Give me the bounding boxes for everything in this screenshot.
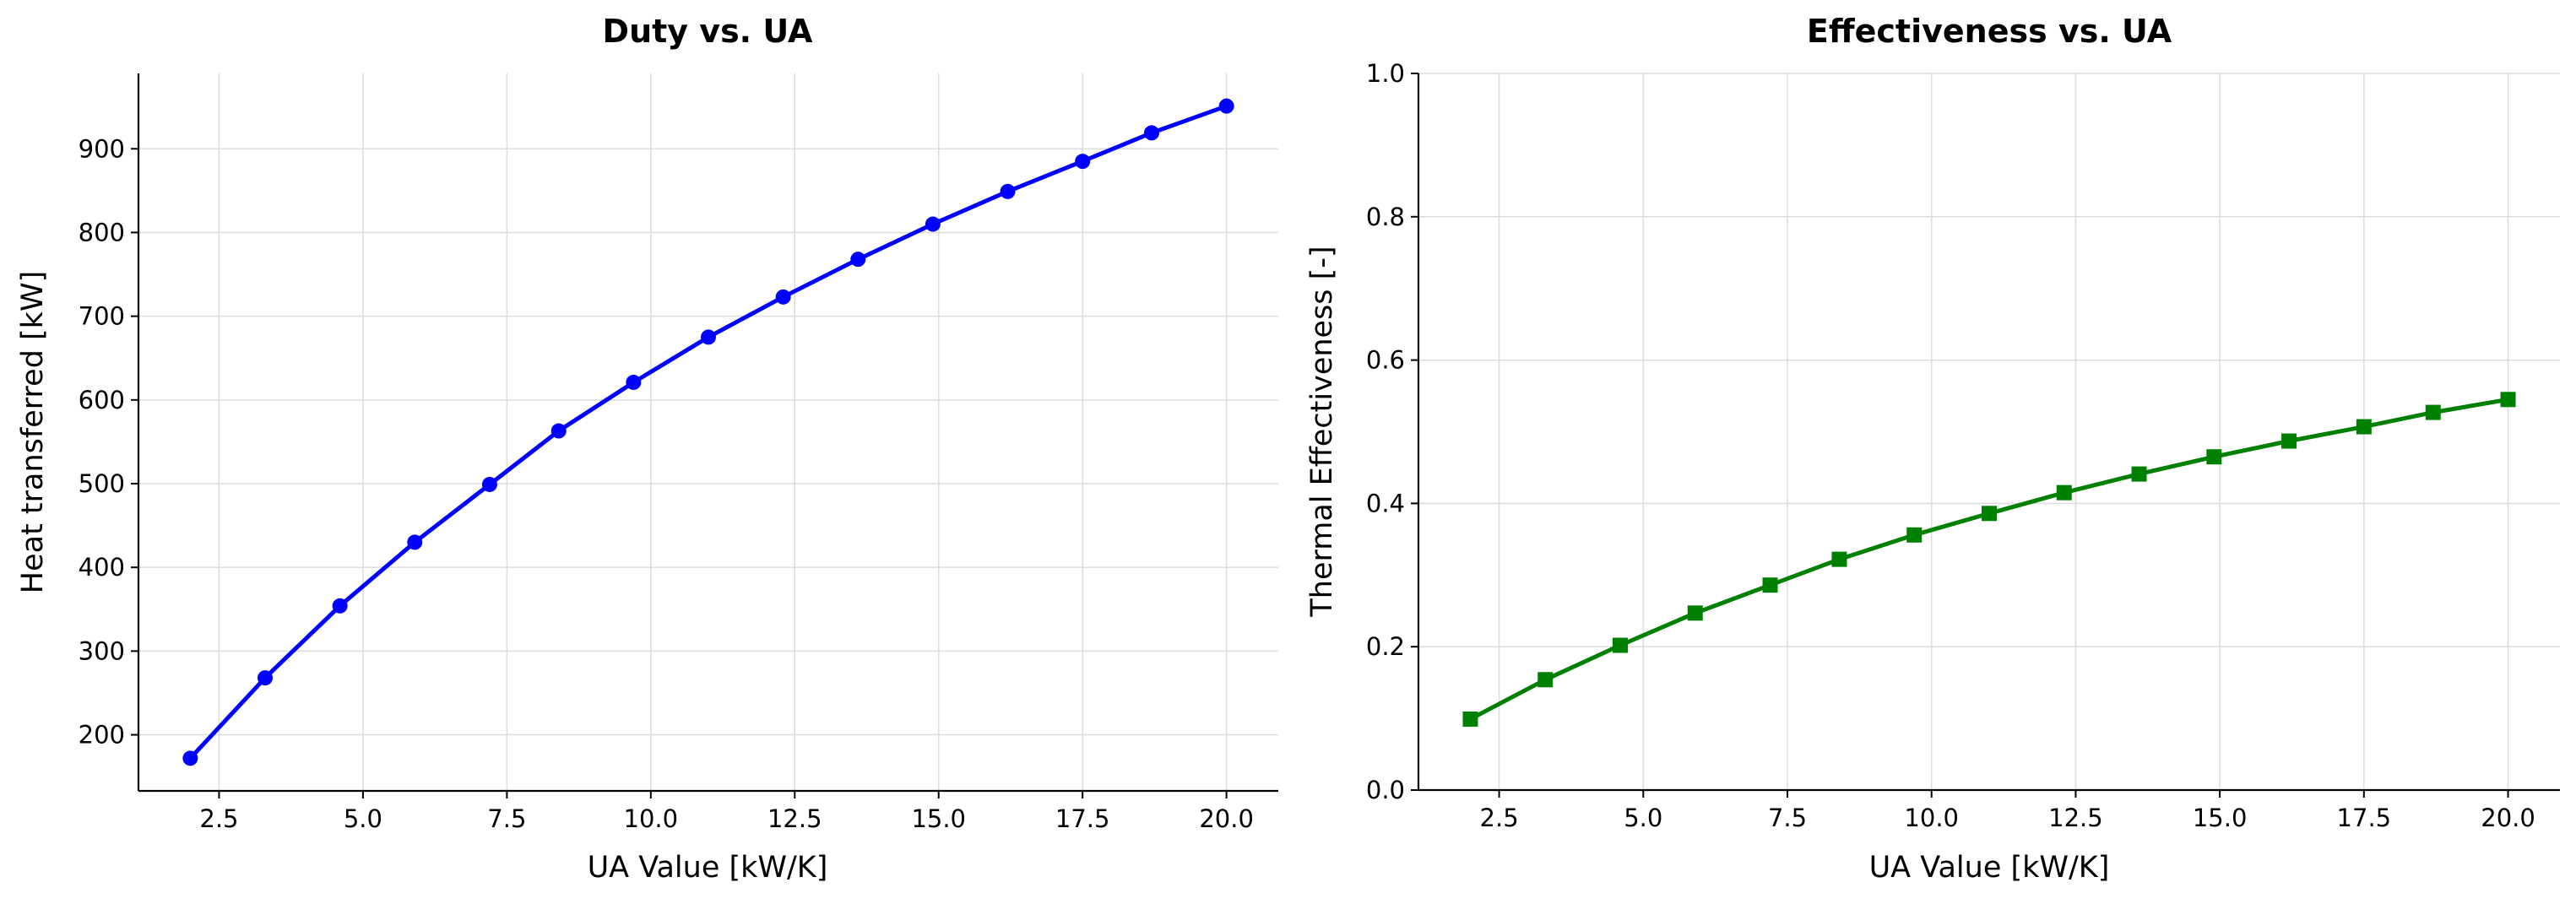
data-point-marker	[701, 329, 716, 345]
y-tick-label: 300	[79, 636, 125, 665]
markers	[1462, 392, 2516, 727]
y-tick-label: 0.8	[1366, 203, 1405, 231]
x-tick-label: 12.5	[767, 804, 822, 833]
x-tick-label: 20.0	[2481, 804, 2535, 832]
data-point-marker	[2425, 404, 2441, 420]
y-tick-label: 0.4	[1366, 489, 1405, 517]
x-tick-label: 12.5	[2048, 804, 2103, 832]
x-tick-label: 7.5	[1768, 804, 1807, 832]
y-tick-label: 400	[79, 553, 125, 582]
data-point-marker	[1906, 527, 1923, 543]
grid	[1418, 73, 2560, 791]
x-tick-label: 20.0	[1199, 804, 1254, 833]
data-point-marker	[1612, 637, 1628, 653]
y-tick-label: 900	[79, 134, 125, 163]
x-axis-label: UA Value [kW/K]	[588, 851, 828, 885]
x-tick-label: 5.0	[344, 804, 382, 833]
data-point-marker	[850, 252, 866, 268]
ticks: 2.5 5.0 7.5 10.0 12.5 15.0 17.5 20.0 200 300 400 50…	[79, 134, 1254, 833]
data-point-marker	[626, 374, 642, 390]
data-point-marker	[407, 534, 423, 550]
y-tick-label: 0.6	[1366, 346, 1405, 375]
x-tick-label: 2.5	[1480, 804, 1519, 832]
data-point-marker	[1982, 506, 1997, 522]
y-axis-label: Thermal Effectiveness [-]	[1305, 246, 1339, 617]
x-tick-label: 5.0	[1624, 804, 1662, 832]
y-tick-label: 700	[79, 302, 125, 331]
y-tick-label: 500	[79, 469, 125, 498]
data-point-marker	[2131, 466, 2147, 482]
y-tick-label: 1.0	[1366, 59, 1405, 88]
data-point-marker	[481, 476, 497, 492]
ticks: 2.5 5.0 7.5 10.0 12.5 15.0 17.5 20.0 0.0 0.2 0.4 0.…	[1366, 59, 2535, 832]
data-point-marker	[775, 289, 791, 305]
x-axis-label: UA Value [kW/K]	[1869, 851, 2110, 885]
data-point-marker	[1687, 605, 1703, 621]
data-point-marker	[925, 216, 941, 232]
x-tick-label: 17.5	[2337, 804, 2392, 832]
y-axis-label: Heat transferred [kW]	[16, 271, 50, 593]
data-point-marker	[1462, 711, 1478, 727]
data-point-marker	[1075, 154, 1091, 170]
chart-duty: Duty vs. UA 2.5 5.0 7.5 10.0 12.5 15.0 17.5 20.…	[16, 13, 1278, 885]
x-tick-label: 10.0	[1904, 804, 1959, 832]
data-point-marker	[1537, 672, 1554, 688]
chart-title: Duty vs. UA	[603, 13, 814, 50]
data-point-marker	[1831, 551, 1847, 567]
chart-title: Effectiveness vs. UA	[1807, 13, 2172, 50]
y-tick-label: 0.0	[1366, 776, 1405, 804]
data-point-marker	[182, 750, 198, 766]
x-tick-label: 15.0	[2193, 804, 2248, 832]
data-point-marker	[2206, 449, 2222, 465]
data-point-marker	[332, 598, 348, 614]
x-tick-label: 15.0	[911, 804, 966, 833]
grid	[138, 73, 1278, 791]
x-tick-label: 2.5	[199, 804, 238, 833]
data-point-marker	[2356, 419, 2372, 435]
data-point-marker	[1218, 98, 1234, 114]
x-tick-label: 17.5	[1055, 804, 1110, 833]
y-tick-label: 600	[79, 386, 125, 414]
y-tick-label: 800	[79, 218, 125, 246]
y-tick-label: 200	[79, 721, 125, 750]
data-point-marker	[2281, 433, 2297, 449]
y-tick-label: 0.2	[1366, 632, 1405, 661]
data-point-marker	[2056, 484, 2072, 501]
data-point-marker	[1000, 183, 1016, 199]
x-tick-label: 7.5	[487, 804, 526, 833]
data-point-marker	[1762, 577, 1778, 593]
data-point-marker	[1144, 125, 1159, 141]
data-point-marker	[258, 670, 273, 686]
x-tick-label: 10.0	[624, 804, 679, 833]
data-point-marker	[2500, 392, 2516, 408]
markers	[182, 98, 1234, 766]
chart-effectiveness: Effectiveness vs. UA 2.5 5.0 7.5 10.0 12.5 15…	[1305, 13, 2560, 885]
data-point-marker	[550, 423, 567, 439]
